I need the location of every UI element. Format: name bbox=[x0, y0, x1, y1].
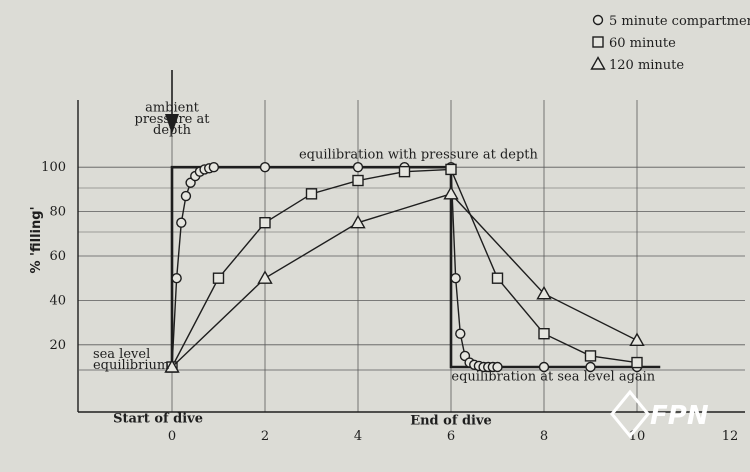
series-line-circle bbox=[171, 166, 637, 368]
x-tick-label: 0 bbox=[168, 429, 176, 444]
legend-marker-triangle bbox=[590, 56, 606, 70]
series-line-square bbox=[171, 168, 638, 368]
x-tick-label: 4 bbox=[354, 429, 362, 444]
data-point-triangle bbox=[257, 270, 273, 284]
data-point-triangle bbox=[443, 185, 459, 200]
data-point-square bbox=[212, 272, 225, 284]
x-tick-label: 8 bbox=[540, 429, 548, 444]
series-circle bbox=[166, 161, 643, 373]
annotation-text: equilibrium bbox=[93, 358, 169, 373]
data-point-square bbox=[631, 356, 643, 369]
data-point-circle bbox=[492, 361, 503, 373]
data-point-circle bbox=[585, 361, 596, 373]
legend: 5 minute compartment 60 minute 120 minute bbox=[590, 14, 750, 73]
x-tick-label: 6 bbox=[447, 429, 455, 444]
x-tick-label: 2 bbox=[261, 429, 269, 444]
data-point-circle bbox=[171, 273, 182, 284]
watermark-logo: FPN bbox=[610, 389, 709, 439]
annotation-text: End of dive bbox=[410, 414, 492, 429]
data-point-circle bbox=[352, 161, 364, 173]
series-group bbox=[164, 161, 645, 373]
legend-label: 120 minute bbox=[609, 58, 684, 73]
annotation-text: Start of dive bbox=[113, 412, 203, 427]
annotation-text: pressure at bbox=[135, 112, 211, 127]
depth-arrow-head bbox=[165, 114, 179, 134]
legend-marker-square bbox=[592, 36, 604, 48]
data-point-square bbox=[259, 216, 271, 229]
data-point-circle bbox=[450, 273, 461, 284]
annotation-text: depth bbox=[153, 123, 192, 138]
data-point-circle bbox=[180, 190, 192, 202]
data-point-triangle bbox=[350, 214, 366, 229]
data-point-circle bbox=[176, 217, 187, 228]
legend-label: 60 minute bbox=[609, 36, 676, 51]
data-point-square bbox=[491, 272, 504, 284]
data-point-triangle bbox=[536, 285, 552, 300]
series-triangle bbox=[164, 185, 645, 373]
data-point-square bbox=[538, 328, 550, 340]
annotation-text: equilibration at sea level again bbox=[451, 369, 655, 384]
y-tick-label: 100 bbox=[41, 160, 66, 175]
annotation-text: equilibration with pressure at depth bbox=[299, 147, 539, 162]
y-tick-label: 40 bbox=[49, 293, 66, 308]
data-point-square bbox=[445, 163, 457, 176]
data-point-square bbox=[398, 165, 411, 178]
watermark-text: FPN bbox=[650, 401, 709, 431]
y-axis-label: % 'filling' bbox=[29, 206, 44, 273]
series-square bbox=[166, 163, 643, 373]
data-point-square bbox=[305, 188, 318, 200]
data-point-square bbox=[352, 174, 364, 187]
annotation-text: ambient bbox=[145, 101, 200, 116]
data-point-triangle bbox=[629, 332, 645, 347]
legend-marker-circle bbox=[592, 14, 604, 26]
y-tick-label: 60 bbox=[49, 249, 66, 264]
annotation-text: sea level bbox=[93, 347, 150, 362]
series-line-triangle bbox=[171, 193, 638, 368]
y-tick-label: 80 bbox=[49, 205, 66, 220]
data-point-circle bbox=[455, 328, 466, 339]
data-point-square bbox=[584, 350, 597, 362]
data-point-circle bbox=[538, 361, 550, 373]
y-tick-label: 20 bbox=[49, 338, 66, 353]
x-tick-label: 12 bbox=[722, 429, 739, 444]
ambient-pressure-profile bbox=[165, 70, 661, 369]
data-point-circle bbox=[259, 161, 271, 173]
data-point-circle bbox=[208, 161, 220, 173]
legend-label: 5 minute compartment bbox=[609, 14, 750, 29]
ambient-profile-line bbox=[170, 165, 661, 369]
data-point-triangle bbox=[164, 359, 180, 373]
